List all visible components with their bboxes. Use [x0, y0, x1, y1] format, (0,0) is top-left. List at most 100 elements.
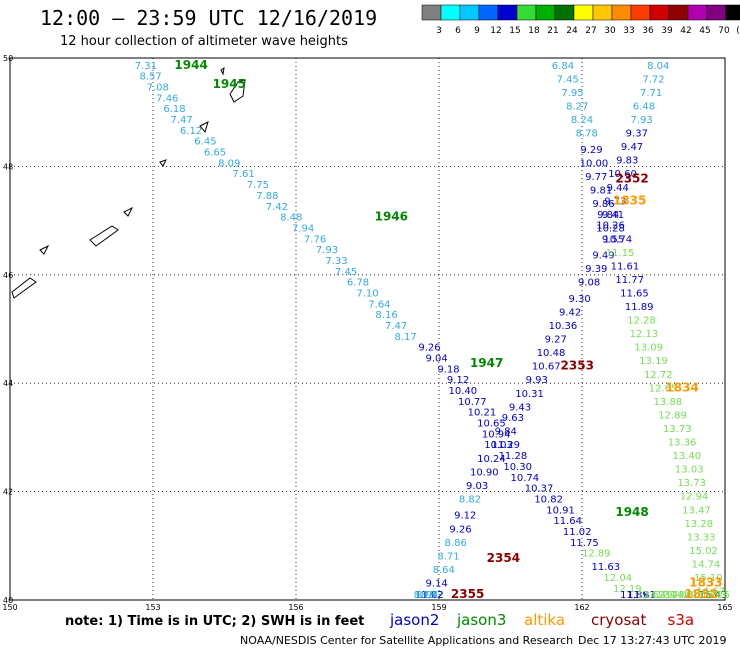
track-b: 6.84 7.45 7.95 8.27 8.24 8.78 9.29 10.00 9.77 9.8…: [414, 61, 625, 601]
wave-height-value: 10.28: [596, 223, 625, 234]
footer-credit: NOAA/NESDIS Center for Satellite Applica…: [240, 634, 573, 647]
footer-timestamp: Dec 17 13:27:43 UTC 2019: [578, 634, 726, 647]
wave-height-value: 9.27: [545, 335, 567, 346]
color-scale-label: 33: [623, 26, 634, 36]
pass-time-label: 1948: [615, 505, 648, 519]
pass-time-label: 1944: [174, 58, 207, 72]
wave-height-value: 13.47: [682, 505, 711, 516]
wave-height-value: 12.52: [637, 590, 666, 601]
wave-height-value: 8.82: [459, 494, 481, 505]
legend-jason3: jason3: [456, 611, 506, 629]
wave-height-value: 9.12: [447, 375, 469, 386]
wave-height-value: 11.75: [570, 538, 599, 549]
pass-time-label: 1835: [613, 193, 646, 207]
color-scale-label: 21: [547, 26, 558, 36]
y-tick-label: 42: [3, 488, 13, 497]
wave-height-value: 15.02: [689, 546, 718, 557]
wave-height-value: 6.78: [347, 278, 369, 289]
color-scale-label: 42: [680, 26, 691, 36]
wave-height-value: 14.67: [696, 587, 725, 598]
wave-height-value: 7.72: [642, 74, 664, 85]
wave-height-value: 7.10: [356, 288, 378, 299]
wave-height-value: 10.94: [482, 429, 511, 440]
page-subtitle: 12 hour collection of altimeter wave hei…: [60, 34, 348, 49]
x-tick-label: 159: [431, 603, 446, 612]
wave-height-value: 9.14: [425, 578, 447, 589]
wave-height-value: 9.37: [626, 129, 648, 140]
wave-height-value: 9.12: [454, 511, 476, 522]
wave-height-value: 9.77: [585, 172, 607, 183]
y-tick-label: 48: [3, 162, 13, 171]
color-scale-swatch: [554, 4, 575, 21]
color-scale-swatch: [668, 4, 689, 21]
pass-time-label: 2352: [615, 172, 648, 186]
wave-height-value: 9.84: [597, 210, 619, 221]
wave-height-value: 7.93: [630, 115, 652, 126]
wave-height-value: 15.43: [699, 590, 728, 601]
legend-altika: altika: [524, 611, 565, 629]
wave-height-value: 12.72: [644, 370, 673, 381]
wave-height-value: 7.71: [640, 88, 662, 99]
pass-time-label: 2355: [451, 587, 484, 601]
x-axis-ticks: 150 153 156 159 162 165: [2, 603, 732, 612]
wave-height-value: 9.04: [425, 354, 447, 365]
wave-height-value: 6.12: [180, 126, 202, 137]
wave-height-value: 12.74: [656, 590, 685, 601]
color-scale-swatch: [516, 4, 537, 21]
wave-height-value: 13.33: [687, 532, 716, 543]
altimeter-tracks: 7.318.577.087.466.187.476.126.456.658.09…: [135, 61, 730, 601]
color-scale-swatch: [630, 4, 651, 21]
wave-height-value: 11.02: [415, 590, 444, 601]
wave-height-value: 9.44: [607, 183, 629, 194]
x-tick-label: 156: [288, 603, 303, 612]
pass-time-label: 1834: [665, 380, 698, 394]
wave-height-value: 10.24: [477, 454, 506, 465]
color-scale-swatch: [497, 4, 518, 21]
color-scale-swatch: [573, 4, 594, 21]
wave-height-value: 8.48: [280, 213, 302, 224]
pass-time-label: 1832: [684, 587, 717, 601]
island-outline: [229, 79, 246, 103]
wave-height-value: 9.26: [418, 343, 440, 354]
wave-height-value: 9.08: [578, 278, 600, 289]
color-scale-label: 30: [604, 26, 616, 36]
wave-height-value: 11.65: [620, 288, 649, 299]
wave-height-value: 9.39: [585, 264, 607, 275]
wave-height-value: 13.73: [663, 424, 692, 435]
color-scale-label: 18: [528, 26, 540, 36]
wave-height-value: 9.83: [616, 156, 638, 167]
color-scale-label: 15: [509, 26, 520, 36]
wave-height-value: 8.22: [421, 590, 443, 601]
wave-height-value: 7.88: [256, 191, 278, 202]
wave-height-value: 8.94: [416, 590, 438, 601]
legend-jason2: jason2: [389, 611, 439, 629]
wave-height-value: 8.71: [437, 551, 459, 562]
color-scale-swatch: [611, 4, 632, 21]
wave-height-value: 12.94: [680, 492, 709, 503]
wave-height-value: 8.64: [433, 565, 455, 576]
plot-area: 7.318.577.087.466.187.476.126.456.658.09…: [9, 57, 730, 601]
page-title: 12:00 – 23:59 UTC 12/16/2019: [40, 6, 377, 30]
pass-time-label: 1947: [470, 356, 503, 370]
wave-height-value: 10.03: [484, 440, 513, 451]
wave-height-value: 7.61: [232, 169, 254, 180]
wave-height-value: 10.82: [534, 494, 563, 505]
wave-height-value: 7.94: [292, 223, 314, 234]
wave-height-value: 9.29: [580, 145, 602, 156]
wave-height-value: 11.28: [499, 451, 528, 462]
wave-height-value: 12.65: [649, 383, 678, 394]
coastline: [11, 66, 246, 299]
color-scale-swatch: [440, 4, 461, 21]
wave-height-value: 10.90: [470, 467, 499, 478]
wave-height-value: 10.60: [608, 169, 637, 180]
color-scale-label: 27: [585, 26, 596, 36]
legend-cryosat: cryosat: [591, 611, 646, 629]
wave-height-value: 10.00: [580, 158, 609, 169]
color-scale-label: 9: [474, 26, 480, 36]
color-scale-swatch: [706, 4, 727, 21]
wave-height-value: 8.27: [566, 101, 588, 112]
wave-height-value: 9.26: [449, 524, 471, 535]
wave-height-value: 9.49: [592, 251, 614, 262]
time-labels: 1944 1945 1946 1947 1948 2352 1835 2353 1834 2354…: [174, 58, 722, 601]
